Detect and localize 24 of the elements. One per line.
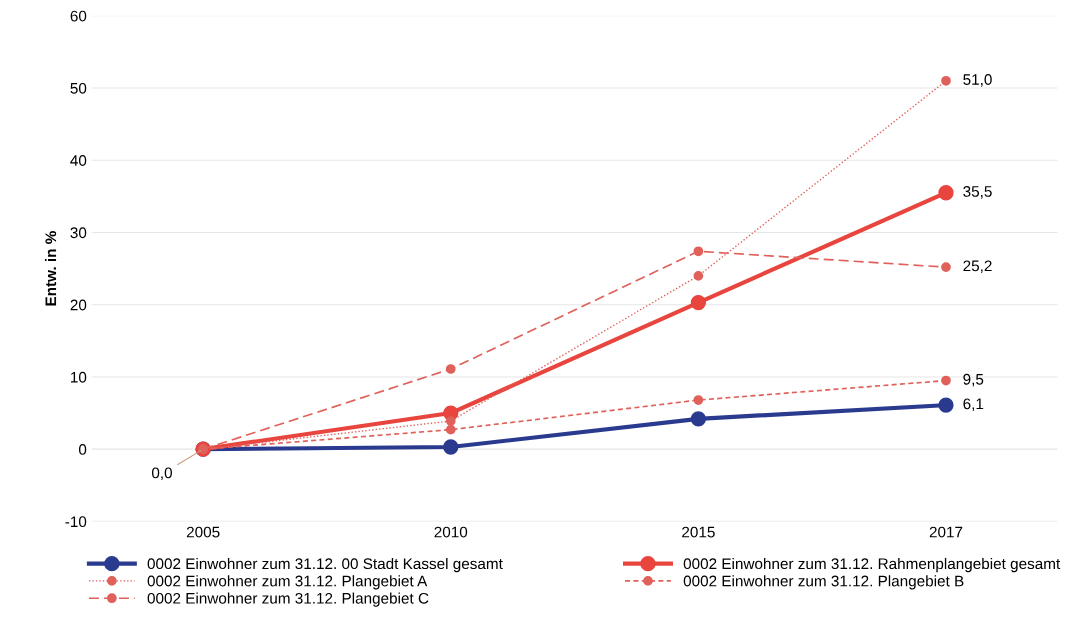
data-label: 6,1	[963, 398, 984, 412]
data-label: 0,0	[151, 467, 172, 481]
data-label: 25,2	[963, 260, 992, 274]
y-tick-label: 50	[70, 82, 87, 94]
legend-label: 0002 Einwohner zum 31.12. Plangebiet C	[147, 592, 429, 607]
x-tick-label: 2017	[929, 526, 963, 538]
data-label: 9,5	[963, 373, 984, 387]
y-tick-label: 40	[70, 155, 87, 166]
data-label: 51,0	[963, 74, 992, 87]
y-tick-label: 10	[71, 371, 87, 383]
legend-label: 0002 Einwohner zum 31.12. Plangebiet B	[683, 575, 964, 590]
x-tick-label: 2015	[682, 526, 715, 538]
x-tick-label: 2010	[434, 526, 468, 538]
data-label: 35,5	[963, 186, 992, 199]
y-tick-label: -10	[65, 516, 87, 528]
legend-label: 0002 Einwohner zum 31.12. Rahmenplangebiet gesamt	[683, 557, 1061, 573]
y-tick-label: 60	[70, 10, 87, 22]
y-tick-label: 30	[70, 227, 87, 239]
y-tick-label: 0	[78, 444, 87, 455]
legend-label: 0002 Einwohner zum 31.12. Plangebiet A	[147, 575, 428, 590]
x-tick-label: 2005	[186, 526, 220, 538]
y-axis-title: Entw. in %	[44, 231, 57, 306]
y-tick-label: 20	[70, 299, 87, 311]
legend-label: 0002 Einwohner zum 31.12. 00 Stadt Kassel gesamt	[147, 557, 503, 573]
